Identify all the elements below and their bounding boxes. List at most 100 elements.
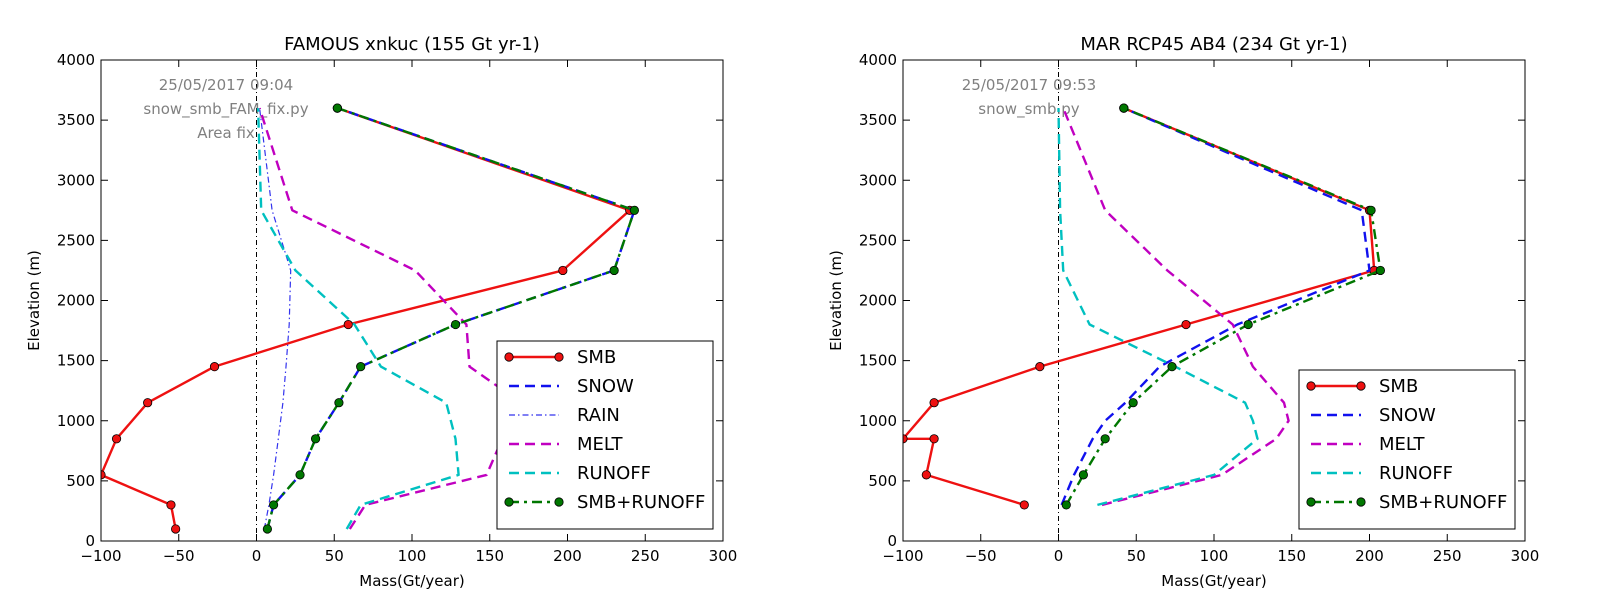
x-tick-label: 200	[1355, 547, 1384, 565]
data-point	[111, 434, 122, 444]
y-tick-label: 1500	[57, 352, 95, 370]
data-point	[609, 265, 619, 276]
series-line	[101, 106, 631, 530]
y-axis-label: Elevation (m)	[827, 250, 845, 351]
x-tick-label: −100	[882, 547, 923, 565]
data-point	[929, 398, 939, 408]
legend-marker	[504, 497, 514, 507]
x-axis-label: Mass(Gt/year)	[359, 572, 465, 590]
data-point	[1167, 362, 1177, 372]
data-point	[209, 362, 220, 372]
annotation-text: Area fix	[197, 124, 255, 142]
x-tick-label: 50	[325, 547, 344, 565]
legend: SMB SNOW MELT RUNOFF SMB+RUNOFF	[1298, 369, 1516, 530]
y-tick-label: 500	[868, 472, 897, 490]
x-tick-label: 100	[398, 547, 427, 565]
data-point	[629, 205, 639, 215]
series-smb-runoff	[262, 103, 639, 534]
y-tick-label: 500	[66, 472, 95, 490]
y-tick-label: 3000	[859, 171, 897, 189]
legend-marker	[1306, 381, 1316, 391]
data-point	[343, 319, 353, 330]
x-tick-label: 150	[475, 547, 504, 565]
legend-label: SMB	[577, 347, 616, 368]
data-point	[356, 362, 366, 372]
data-point	[143, 398, 153, 408]
y-tick-label: 4000	[859, 51, 897, 69]
y-axis-label: Elevation (m)	[25, 250, 43, 351]
legend-label: SNOW	[577, 376, 634, 397]
data-point	[1119, 103, 1129, 113]
x-axis-label: Mass(Gt/year)	[1161, 572, 1267, 590]
data-point	[450, 319, 461, 330]
x-tick-label: 150	[1277, 547, 1306, 565]
data-point	[1375, 265, 1385, 276]
x-tick-label: −50	[163, 547, 195, 565]
data-point	[1019, 500, 1029, 510]
series-runoff	[256, 108, 460, 530]
x-tick-label: 0	[252, 547, 262, 565]
data-point	[1128, 398, 1138, 408]
legend-marker	[1356, 497, 1366, 507]
x-tick-label: 200	[553, 547, 582, 565]
data-point	[903, 434, 908, 444]
y-tick-label: 2000	[859, 292, 897, 310]
x-tick-label: 0	[1054, 547, 1064, 565]
data-point	[558, 265, 568, 276]
legend-label: SMB+RUNOFF	[1379, 492, 1507, 513]
data-point	[1061, 500, 1071, 510]
legend-label: SNOW	[1379, 405, 1436, 426]
y-tick-label: 2500	[859, 231, 897, 249]
y-tick-label: 4000	[57, 51, 95, 69]
legend-marker	[554, 352, 564, 362]
legend-marker	[1356, 381, 1366, 391]
x-tick-label: 300	[1511, 547, 1540, 565]
data-point	[1100, 434, 1110, 444]
series-line	[266, 106, 636, 530]
y-tick-label: 3500	[859, 111, 897, 129]
legend-label: RAIN	[577, 405, 620, 426]
legend-label: SMB	[1379, 376, 1418, 397]
x-tick-label: 300	[709, 547, 738, 565]
chart-title: FAMOUS xnkuc (155 Gt yr-1)	[284, 34, 540, 55]
series-line	[258, 107, 523, 530]
data-point	[171, 524, 181, 534]
data-point	[332, 103, 342, 113]
annotation-text: snow_smb.py	[978, 100, 1080, 119]
data-point	[334, 398, 344, 408]
data-point	[1035, 362, 1045, 372]
data-point	[929, 434, 939, 444]
series-line	[1057, 108, 1259, 507]
y-tick-label: 0	[887, 532, 897, 550]
annotation-text: snow_smb_FAM_fix.py	[143, 100, 308, 119]
legend-marker	[504, 352, 514, 362]
chart-panel-2: MAR RCP45 AB4 (234 Gt yr-1) 25/05/2017 09…	[827, 34, 1539, 590]
data-point	[295, 470, 305, 480]
data-point	[262, 524, 272, 534]
x-tick-label: 50	[1127, 547, 1146, 565]
data-point	[166, 500, 176, 510]
y-tick-label: 1000	[57, 412, 95, 430]
data-point	[1243, 319, 1253, 330]
legend-box	[496, 340, 714, 530]
chart-panel-1: FAMOUS xnkuc (155 Gt yr-1) 25/05/2017 09:…	[25, 34, 737, 590]
series-line	[1060, 106, 1371, 506]
legend-label: MELT	[577, 434, 623, 455]
x-tick-label: 250	[1433, 547, 1462, 565]
series-line	[256, 108, 460, 530]
x-tick-label: −100	[80, 547, 121, 565]
data-point	[1366, 205, 1376, 215]
annotation-text: 25/05/2017 09:53	[962, 76, 1096, 94]
series-melt	[1062, 107, 1290, 507]
x-tick-label: 250	[631, 547, 660, 565]
legend-label: MELT	[1379, 434, 1425, 455]
legend-marker	[554, 497, 564, 507]
x-tick-label: −50	[965, 547, 997, 565]
data-point	[310, 434, 321, 444]
series-snow	[1060, 106, 1371, 506]
x-tick-label: 100	[1200, 547, 1229, 565]
legend-label: RUNOFF	[577, 463, 651, 484]
y-tick-label: 2000	[57, 292, 95, 310]
series-line	[1065, 106, 1382, 506]
